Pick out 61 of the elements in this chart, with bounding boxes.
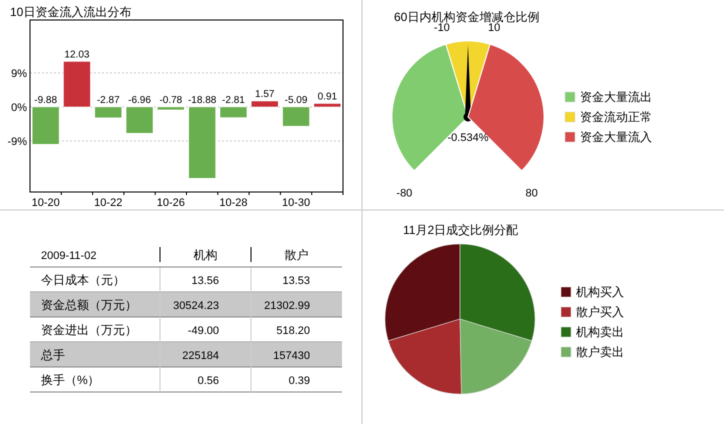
data-label: 12.03 <box>64 49 90 60</box>
text: -49.00 <box>188 325 219 337</box>
data-label: -2.87 <box>96 94 120 106</box>
data-label: 0.91 <box>318 92 338 103</box>
y-tick-label: 0% <box>11 102 28 114</box>
text: 换手（%） <box>41 373 100 387</box>
data-label: -18.88 <box>188 94 217 106</box>
bar <box>94 106 122 118</box>
text: 总手 <box>40 348 65 362</box>
text: 资金总额（万元） <box>41 298 137 312</box>
text: 机构 <box>194 248 218 262</box>
legend-label: 机构卖出 <box>576 325 624 339</box>
text: 散户 <box>284 248 308 262</box>
x-tick-label: 10-26 <box>156 197 185 209</box>
y-tick-label: -9% <box>7 136 28 148</box>
x-tick-label: 10-20 <box>32 197 60 209</box>
bar <box>126 106 154 134</box>
chart-title: 60日内机构资金增减仓比例 <box>394 10 540 24</box>
text: 0.56 <box>198 375 219 387</box>
text: 13.53 <box>282 275 310 287</box>
text: -10 <box>434 22 450 34</box>
legend-label: 资金大量流入 <box>580 130 652 144</box>
x-tick-label: 10-30 <box>282 197 310 209</box>
bar <box>220 106 248 118</box>
legend-label: 资金流动正常 <box>580 110 652 124</box>
bar <box>251 100 278 108</box>
x-tick-label: 10-22 <box>94 197 122 209</box>
data-label: -5.09 <box>284 94 308 106</box>
text: 2009-11-02 <box>41 250 96 262</box>
text: 21302.99 <box>264 300 310 312</box>
legend-label: 机构买入 <box>576 285 624 299</box>
text: 518.20 <box>276 325 310 337</box>
text: 0.39 <box>288 375 310 387</box>
bar <box>282 106 310 126</box>
text: 157430 <box>273 350 310 362</box>
legend-label: 散户买入 <box>576 305 624 319</box>
text: 13.56 <box>191 275 219 287</box>
bar <box>32 106 60 145</box>
data-label: -9.88 <box>34 94 58 106</box>
data-label: -6.96 <box>128 94 152 106</box>
legend-label: 资金大量流出 <box>580 90 652 104</box>
bar <box>157 106 185 110</box>
x-tick-label: 10-28 <box>219 197 248 209</box>
data-label: 1.57 <box>255 89 275 100</box>
bar <box>314 103 342 108</box>
y-tick-label: 9% <box>11 68 28 80</box>
bar <box>63 61 91 108</box>
text: 225184 <box>182 350 219 362</box>
data-label: -0.78 <box>159 94 183 106</box>
chart-title: 11月2日成交比例分配 <box>403 223 518 237</box>
text: 今日成本（元） <box>41 273 125 287</box>
bar <box>188 106 216 179</box>
text: -80 <box>396 188 412 200</box>
text: 10 <box>488 22 500 34</box>
text: -0.534% <box>448 132 489 144</box>
legend-label: 散户卖出 <box>576 345 624 359</box>
text: 30524.23 <box>173 300 219 312</box>
chart-title: 10日资金流入流出分布 <box>10 5 132 19</box>
data-label: -2.81 <box>222 94 246 106</box>
text: 80 <box>526 188 538 200</box>
text: 资金进出（万元） <box>41 323 137 337</box>
